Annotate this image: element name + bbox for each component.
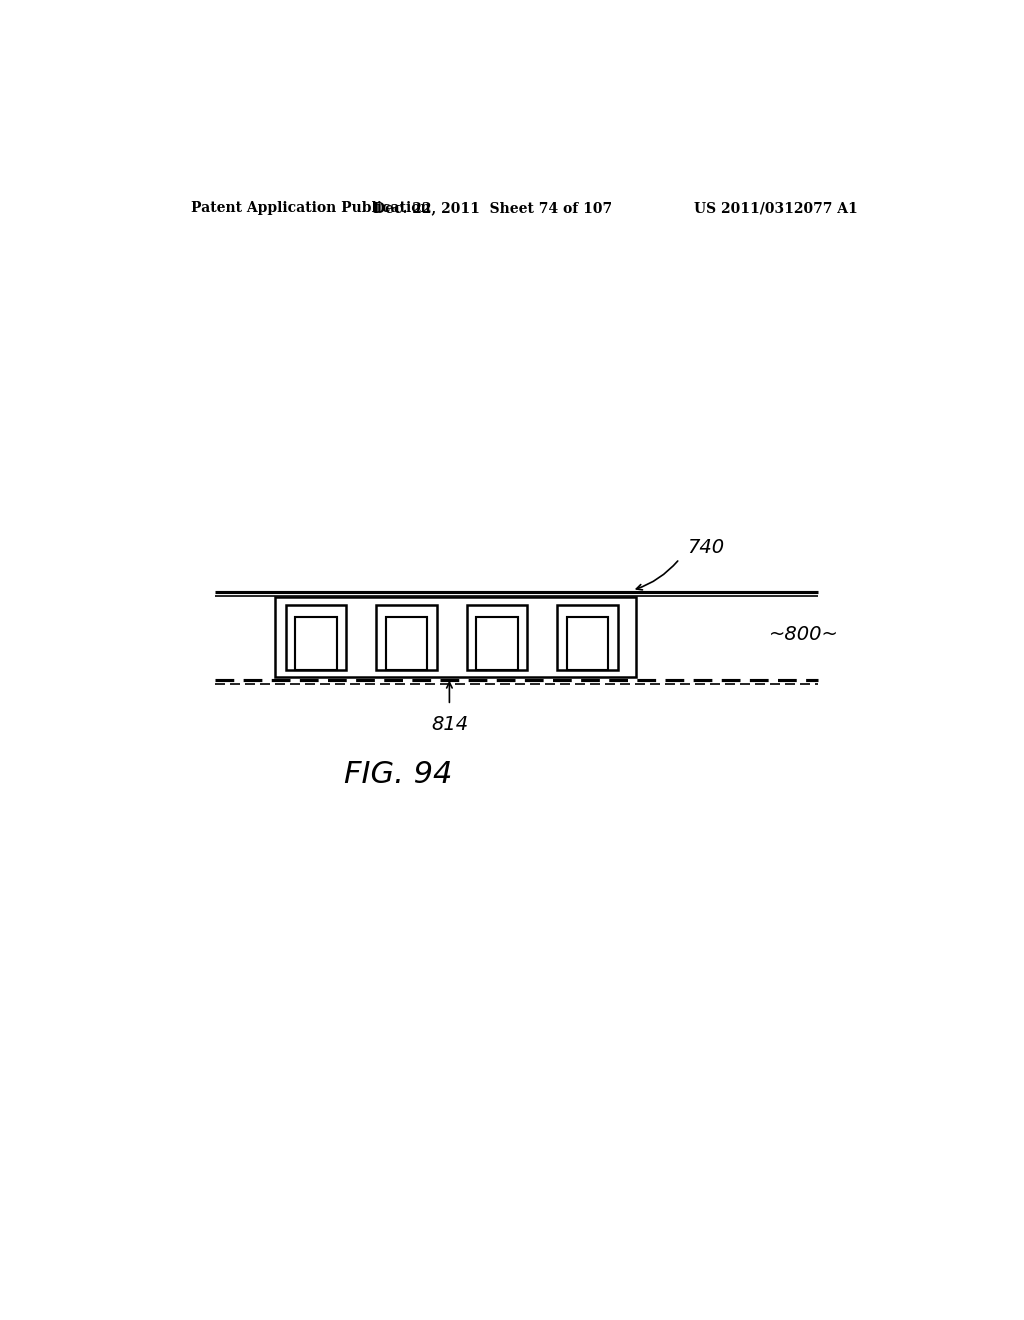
Bar (296, 616, 337, 669)
Bar (274, 598, 636, 677)
Bar (386, 616, 427, 669)
Text: FIG. 94: FIG. 94 (344, 760, 452, 789)
Bar (286, 605, 346, 669)
Bar (377, 605, 436, 669)
Text: 814: 814 (431, 715, 468, 734)
Bar (476, 616, 518, 669)
Text: Dec. 22, 2011  Sheet 74 of 107: Dec. 22, 2011 Sheet 74 of 107 (374, 201, 612, 215)
Text: US 2011/0312077 A1: US 2011/0312077 A1 (694, 201, 858, 215)
Text: Patent Application Publication: Patent Application Publication (191, 201, 431, 215)
Text: ~800~: ~800~ (769, 624, 839, 644)
Bar (567, 616, 608, 669)
Bar (467, 605, 527, 669)
Text: 740: 740 (687, 537, 725, 557)
Bar (557, 605, 617, 669)
